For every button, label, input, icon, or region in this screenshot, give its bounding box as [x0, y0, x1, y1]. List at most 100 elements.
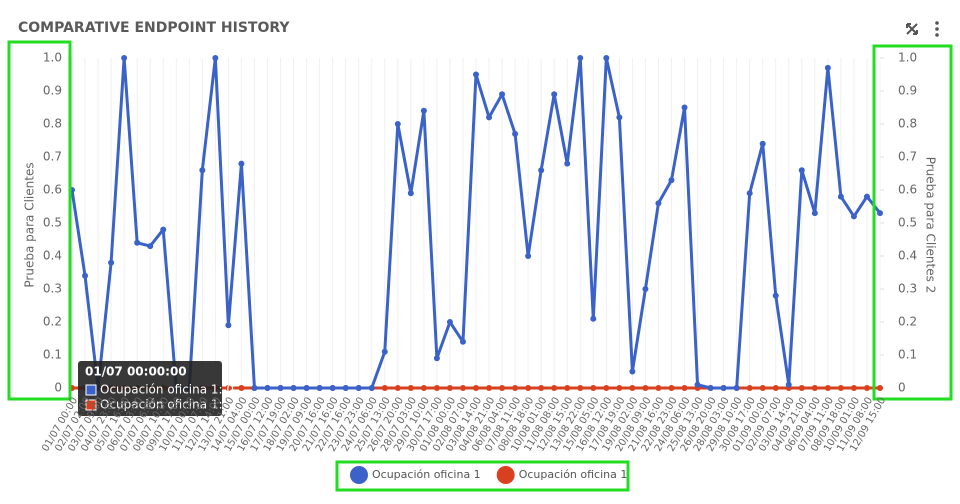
data-point [433, 355, 440, 362]
data-point [785, 381, 792, 388]
data-point [772, 292, 779, 299]
data-point [512, 385, 519, 391]
data-point [837, 193, 844, 200]
data-point [381, 348, 388, 355]
data-point [772, 385, 779, 391]
expand-icon[interactable] [906, 23, 918, 35]
data-point [407, 385, 414, 391]
y-tick-label: 0.4 [898, 249, 917, 263]
data-point [525, 385, 532, 391]
y-tick-label: 0.5 [43, 216, 62, 230]
tooltip-swatch [85, 384, 97, 396]
highlight-boxes [7, 40, 953, 492]
data-point [590, 385, 597, 391]
data-point [108, 259, 115, 266]
data-point [538, 385, 545, 391]
tooltip-title: 01/07 00:00:00 [85, 365, 187, 379]
data-point [303, 385, 310, 391]
data-point [459, 338, 466, 345]
data-point [837, 385, 844, 391]
data-point [212, 55, 219, 61]
data-point [863, 193, 870, 200]
data-point [473, 385, 479, 391]
y-tick-label: 0 [898, 381, 906, 395]
legend-label: Ocupación oficina 1 [372, 468, 481, 481]
data-point [251, 385, 258, 391]
y-tick-label: 0.8 [43, 117, 62, 131]
expand-icon-path [906, 23, 918, 35]
tooltip-item: Ocupación oficina 1: 0 [100, 398, 234, 412]
data-point [564, 385, 571, 391]
data-point [381, 385, 388, 391]
data-point [499, 385, 506, 391]
menu-dot [935, 27, 939, 31]
data-point [264, 385, 271, 391]
data-point [681, 385, 688, 391]
data-point [642, 286, 649, 292]
y-tick-label: 1.0 [43, 51, 62, 65]
data-point [368, 385, 375, 391]
data-point [147, 243, 154, 250]
highlight-box [872, 44, 953, 401]
data-point [342, 385, 349, 391]
data-point [134, 239, 141, 246]
y-tick-label: 0.7 [898, 150, 917, 164]
data-point [877, 210, 883, 217]
data-point [225, 322, 232, 329]
data-point [290, 385, 297, 391]
data-point [486, 385, 493, 391]
data-point [616, 385, 623, 391]
data-point [746, 190, 753, 197]
y-tick-label: 0.6 [898, 183, 917, 197]
y-tick-label: 0.4 [43, 249, 62, 263]
y-axis-title: Prueba para Clientes [23, 162, 37, 287]
y-tick-label: 0.8 [898, 117, 917, 131]
y-tick-label: 0.1 [43, 348, 62, 362]
data-point [798, 167, 805, 174]
y-tick-label: 0 [54, 381, 62, 395]
data-point [694, 381, 701, 388]
legend: Ocupación oficina 1 Ocupación oficina 1 [350, 466, 627, 484]
data-point [446, 319, 453, 325]
data-point [355, 385, 362, 391]
data-point [329, 385, 336, 391]
data-point [394, 385, 401, 391]
data-point [538, 167, 545, 174]
data-point [525, 253, 532, 259]
menu-icon[interactable] [935, 21, 939, 37]
data-point [824, 385, 831, 391]
y-tick-label: 0.1 [898, 348, 917, 362]
data-point [668, 177, 675, 184]
data-point [811, 385, 818, 391]
chart-title: COMPARATIVE ENDPOINT HISTORY [18, 20, 290, 36]
data-point [850, 385, 857, 391]
y-tick-label: 0.3 [898, 282, 917, 296]
legend-marker [496, 466, 515, 484]
data-point [824, 64, 831, 71]
data-point [616, 114, 623, 121]
menu-dot [935, 21, 939, 25]
data-point [850, 213, 857, 220]
data-point [199, 167, 206, 174]
data-point [459, 385, 466, 391]
data-point [590, 315, 597, 322]
y-tick-label: 0.2 [43, 315, 62, 329]
data-point [486, 114, 493, 121]
data-point [473, 71, 479, 78]
data-point [238, 160, 245, 167]
data-point [629, 368, 636, 375]
data-point [746, 385, 753, 391]
y-tick-label: 0.2 [898, 315, 917, 329]
data-point [551, 91, 558, 98]
y-tick-label: 0.5 [898, 216, 917, 230]
data-point [564, 160, 571, 167]
data-point [629, 385, 636, 391]
data-point [577, 55, 584, 61]
plot [69, 55, 883, 391]
data-point [420, 385, 427, 391]
tooltip-swatch [85, 399, 97, 411]
data-point [759, 140, 766, 147]
data-point [121, 55, 128, 61]
